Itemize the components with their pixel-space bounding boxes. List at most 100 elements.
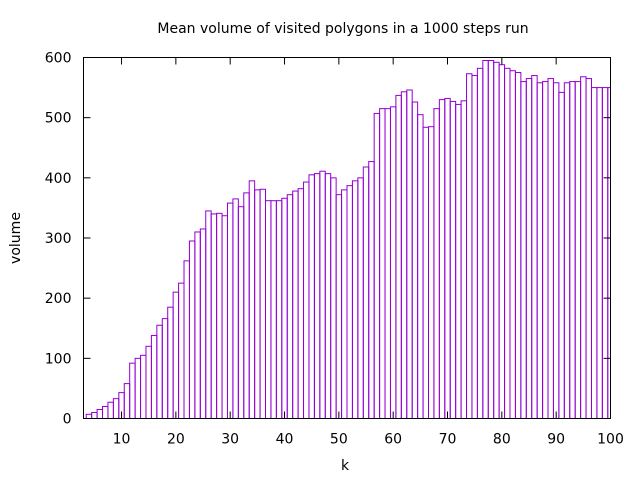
- bar-k-48: [324, 173, 332, 419]
- bar-k-38: [270, 200, 277, 419]
- x-tick-label: 80: [493, 432, 511, 448]
- bar-k-66: [422, 126, 429, 419]
- bar-k-67: [427, 126, 435, 419]
- bar-k-99: [601, 87, 609, 419]
- y-tick-label: 400: [45, 171, 72, 187]
- bar-k-47: [319, 170, 326, 419]
- bar-k-30: [226, 202, 234, 419]
- bar-k-21: [178, 282, 185, 419]
- bar-k-9: [112, 398, 120, 419]
- bar-k-91: [558, 91, 565, 419]
- bar-k-68: [433, 108, 440, 420]
- bar-k-82: [509, 70, 516, 419]
- bar-k-84: [520, 81, 527, 419]
- bar-k-63: [406, 89, 413, 420]
- bar-k-34: [248, 180, 256, 419]
- bar-k-70: [444, 97, 451, 419]
- bar-k-78: [487, 60, 495, 420]
- bar-k-22: [183, 260, 190, 420]
- bar-k-28: [216, 212, 223, 419]
- bar-k-5: [91, 411, 98, 420]
- bar-k-80: [498, 64, 506, 419]
- bar-k-60: [389, 106, 397, 419]
- bar-k-27: [210, 213, 218, 419]
- bar-k-93: [569, 81, 576, 419]
- bar-k-54: [357, 177, 364, 419]
- chart-title: Mean volume of visited polygons in a 100…: [157, 21, 528, 37]
- bar-k-61: [395, 94, 402, 419]
- bar-k-11: [123, 383, 131, 419]
- bar-k-15: [145, 345, 152, 419]
- bar-k-40: [281, 197, 288, 419]
- bar-k-59: [384, 108, 391, 420]
- bar-k-20: [172, 291, 180, 419]
- bar-k-69: [438, 99, 446, 419]
- bar-k-35: [254, 189, 261, 419]
- bar-k-87: [536, 82, 544, 420]
- bar-k-98: [596, 87, 603, 419]
- bar-k-6: [96, 408, 104, 420]
- bar-k-46: [313, 173, 321, 419]
- bar-k-39: [275, 200, 283, 419]
- bar-k-26: [205, 210, 212, 419]
- bar-k-74: [466, 73, 473, 420]
- bar-k-32: [237, 206, 245, 419]
- y-axis-label: volume: [8, 212, 24, 264]
- y-tick-label: 300: [45, 231, 72, 247]
- bar-k-17: [156, 324, 163, 419]
- bar-k-25: [199, 228, 207, 419]
- x-tick-label: 20: [167, 432, 185, 448]
- bar-k-64: [411, 101, 419, 419]
- x-tick-label: 70: [439, 432, 457, 448]
- bar-k-85: [525, 78, 533, 420]
- x-tick-label: 100: [597, 432, 624, 448]
- bar-k-18: [161, 318, 169, 419]
- bars: [85, 60, 612, 420]
- bar-k-96: [585, 78, 592, 420]
- bar-k-29: [221, 215, 228, 419]
- x-tick-label: 50: [330, 432, 348, 448]
- bar-k-76: [476, 67, 484, 420]
- bar-k-24: [194, 231, 201, 419]
- bar-k-43: [297, 188, 305, 419]
- x-tick-label: 30: [221, 432, 239, 448]
- bar-k-56: [368, 161, 375, 419]
- bar-k-14: [140, 354, 147, 420]
- bar-k-73: [460, 100, 468, 419]
- bar-k-83: [514, 72, 522, 420]
- bar-k-16: [150, 334, 158, 419]
- x-axis-label: k: [341, 458, 350, 474]
- bar-k-86: [531, 75, 538, 420]
- bar-k-79: [493, 61, 500, 420]
- bar-k-8: [107, 401, 114, 420]
- bar-k-90: [552, 82, 560, 420]
- bar-k-36: [259, 188, 267, 419]
- bar-k-42: [292, 190, 299, 419]
- bar-k-51: [341, 189, 348, 419]
- bar-k-95: [580, 76, 587, 420]
- bar-k-23: [188, 240, 196, 419]
- bar-k-45: [308, 174, 315, 419]
- x-tick-label: 90: [547, 432, 565, 448]
- bar-k-65: [417, 114, 424, 420]
- bar-k-55: [362, 166, 370, 419]
- bar-k-4: [85, 413, 93, 419]
- x-tick-label: 10: [113, 432, 131, 448]
- bar-k-41: [286, 194, 294, 419]
- x-tick-label: 40: [276, 432, 294, 448]
- y-tick-label: 100: [45, 351, 72, 367]
- bar-k-49: [330, 177, 337, 419]
- x-axis: 10 20 30 40 50 60 70 80 90 100: [113, 57, 624, 448]
- bar-k-44: [303, 181, 310, 419]
- bar-k-50: [335, 194, 343, 419]
- bar-k-97: [590, 87, 598, 419]
- y-tick-label: 500: [45, 111, 72, 127]
- bar-k-92: [563, 82, 571, 420]
- bar-k-37: [265, 200, 272, 419]
- bar-k-53: [351, 180, 359, 419]
- bar-k-71: [449, 100, 457, 420]
- bar-k-72: [455, 103, 462, 420]
- bar-k-31: [232, 198, 239, 419]
- bar-k-88: [542, 81, 549, 419]
